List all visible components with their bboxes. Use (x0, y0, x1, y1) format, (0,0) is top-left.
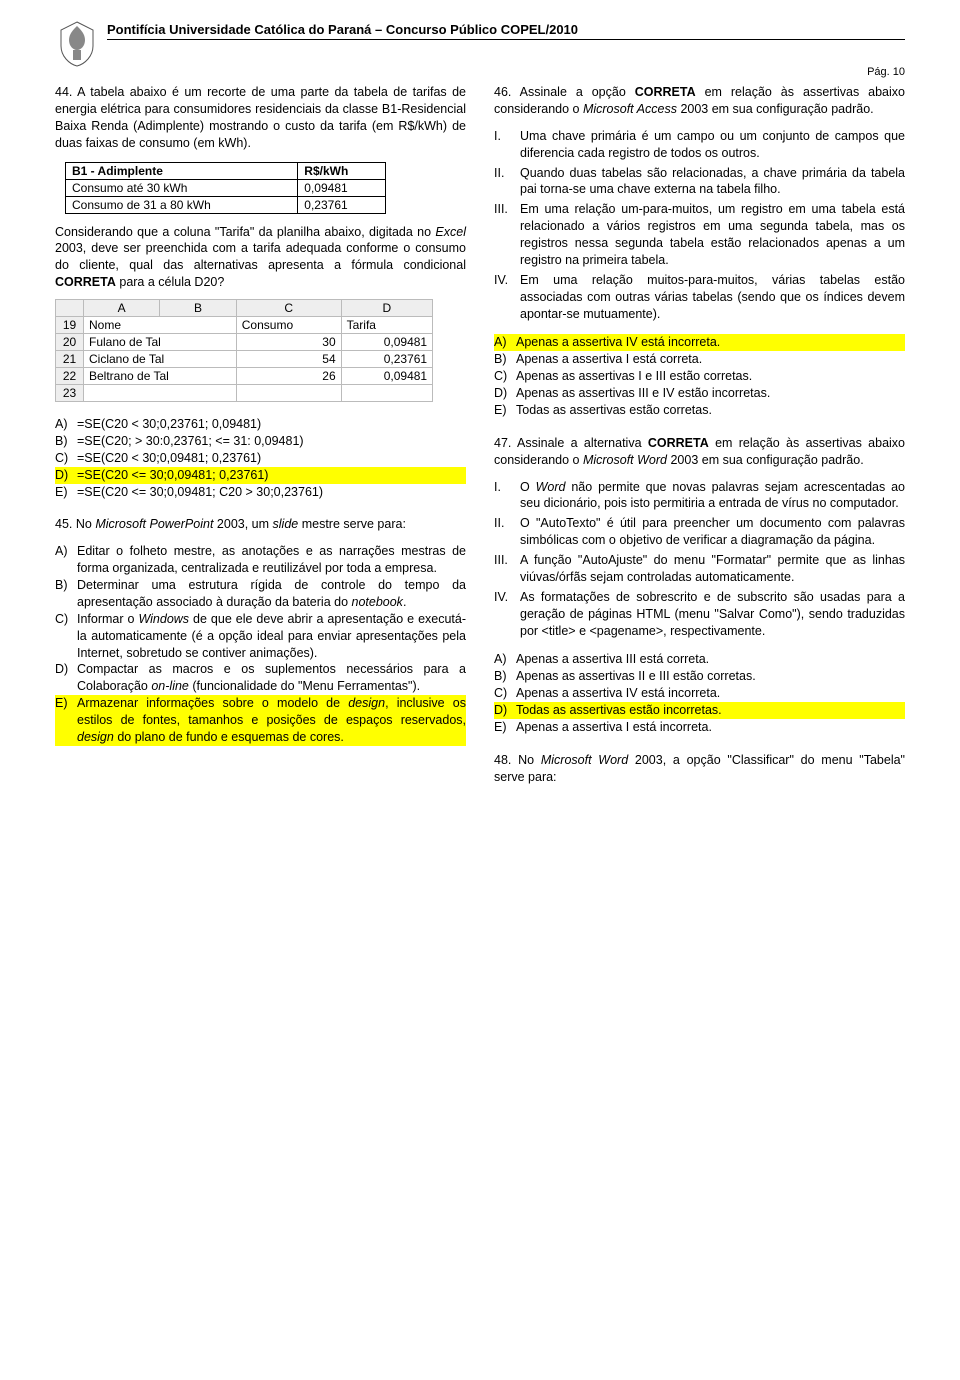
roman-item: IV.Em uma relação muitos-para-muitos, vá… (494, 272, 905, 323)
option-item: C)Informar o Windows de que ele deve abr… (55, 611, 466, 662)
option-item: E)Todas as assertivas estão corretas. (494, 402, 905, 419)
option-item: D)Compactar as macros e os suplementos n… (55, 661, 466, 695)
option-item: A)=SE(C20 < 30;0,23761; 0,09481) (55, 416, 466, 433)
q46-romans: I.Uma chave primária é um campo ou um co… (494, 128, 905, 323)
q47-romans: I.O Word não permite que novas palavras … (494, 479, 905, 640)
table-row: A B C D (56, 300, 433, 317)
roman-item: III.Em uma relação um-para-muitos, um re… (494, 201, 905, 269)
q47-text: 47. Assinale a alternativa CORRETA em re… (494, 435, 905, 469)
excel-hC: C (236, 300, 341, 317)
roman-item: IV.As formatações de sobrescrito e de su… (494, 589, 905, 640)
roman-item: II.O "AutoTexto" é útil para preencher u… (494, 515, 905, 549)
table-row: 22 Beltrano de Tal 26 0,09481 (56, 368, 433, 385)
header-text: Pontifícia Universidade Católica do Para… (107, 20, 905, 42)
q44-text2: Considerando que a coluna "Tarifa" da pl… (55, 224, 466, 292)
b1-r1c1: Consumo até 30 kWh (66, 179, 298, 196)
table-row: 20 Fulano de Tal 30 0,09481 (56, 334, 433, 351)
question-47: 47. Assinale a alternativa CORRETA em re… (494, 435, 905, 736)
q48-text: 48. No Microsoft Word 2003, a opção "Cla… (494, 752, 905, 786)
b1-r1c2: 0,09481 (298, 179, 385, 196)
option-item: C)Apenas as assertivas I e III estão cor… (494, 368, 905, 385)
option-item: A)Apenas a assertiva III está correta. (494, 651, 905, 668)
excel-hD: D (341, 300, 432, 317)
q45-options: A)Editar o folheto mestre, as anotações … (55, 543, 466, 746)
roman-item: II.Quando duas tabelas são relacionadas,… (494, 165, 905, 199)
option-item-correct: D)Todas as assertivas estão incorretas. (494, 702, 905, 719)
columns-container: 44. A tabela abaixo é um recorte de uma … (55, 84, 905, 802)
university-logo (55, 20, 99, 68)
option-item: B)Apenas as assertivas II e III estão co… (494, 668, 905, 685)
table-row: 23 (56, 385, 433, 402)
option-item: C)=SE(C20 < 30;0,09481; 0,23761) (55, 450, 466, 467)
excel-hA: A (84, 300, 160, 317)
header: Pontifícia Universidade Católica do Para… (55, 20, 905, 68)
roman-item: I.O Word não permite que novas palavras … (494, 479, 905, 513)
table-row: 19 Nome Consumo Tarifa (56, 317, 433, 334)
page: Pontifícia Universidade Católica do Para… (0, 0, 960, 822)
b1-r2c2: 0,23761 (298, 196, 385, 213)
option-item: E)=SE(C20 <= 30;0,09481; C20 > 30;0,2376… (55, 484, 466, 501)
excel-h0 (56, 300, 84, 317)
option-item-correct: D)=SE(C20 <= 30;0,09481; 0,23761) (55, 467, 466, 484)
option-item: C)Apenas a assertiva IV está incorreta. (494, 685, 905, 702)
right-column: 46. Assinale a opção CORRETA em relação … (494, 84, 905, 802)
option-item: A)Editar o folheto mestre, as anotações … (55, 543, 466, 577)
option-item: B)Apenas a assertiva I está correta. (494, 351, 905, 368)
left-column: 44. A tabela abaixo é um recorte de uma … (55, 84, 466, 802)
option-item: B)=SE(C20; > 30:0,23761; <= 31: 0,09481) (55, 433, 466, 450)
roman-item: I.Uma chave primária é um campo ou um co… (494, 128, 905, 162)
option-item-correct: E)Armazenar informações sobre o modelo d… (55, 695, 466, 746)
option-item: B)Determinar uma estrutura rígida de con… (55, 577, 466, 611)
question-48: 48. No Microsoft Word 2003, a opção "Cla… (494, 752, 905, 786)
header-title: Pontifícia Universidade Católica do Para… (107, 22, 905, 37)
q46-text: 46. Assinale a opção CORRETA em relação … (494, 84, 905, 118)
q45-text: 45. No Microsoft PowerPoint 2003, um sli… (55, 516, 466, 533)
table-row: 21 Ciclano de Tal 54 0,23761 (56, 351, 433, 368)
question-44: 44. A tabela abaixo é um recorte de uma … (55, 84, 466, 500)
header-divider (107, 39, 905, 40)
question-46: 46. Assinale a opção CORRETA em relação … (494, 84, 905, 419)
roman-item: III.A função "AutoAjuste" do menu "Forma… (494, 552, 905, 586)
q44-body: A tabela abaixo é um recorte de uma part… (55, 85, 466, 150)
b1-r2c1: Consumo de 31 a 80 kWh (66, 196, 298, 213)
excel-table: A B C D 19 Nome Consumo Tarifa 20 Fulano… (55, 299, 433, 402)
q44-options: A)=SE(C20 < 30;0,23761; 0,09481) B)=SE(C… (55, 416, 466, 500)
table-row: Consumo de 31 a 80 kWh 0,23761 (66, 196, 386, 213)
excel-hB: B (160, 300, 236, 317)
b1-table: B1 - Adimplente R$/kWh Consumo até 30 kW… (65, 162, 386, 214)
q47-options: A)Apenas a assertiva III está correta. B… (494, 651, 905, 735)
b1-h2: R$/kWh (298, 162, 385, 179)
b1-h1: B1 - Adimplente (66, 162, 298, 179)
question-45: 45. No Microsoft PowerPoint 2003, um sli… (55, 516, 466, 745)
option-item: E)Apenas a assertiva I está incorreta. (494, 719, 905, 736)
q44-num: 44. (55, 85, 72, 99)
q44-text: 44. A tabela abaixo é um recorte de uma … (55, 84, 466, 152)
q46-options: A)Apenas a assertiva IV está incorreta. … (494, 334, 905, 418)
option-item: D)Apenas as assertivas III e IV estão in… (494, 385, 905, 402)
page-number: Pág. 10 (55, 66, 905, 78)
table-row: B1 - Adimplente R$/kWh (66, 162, 386, 179)
table-row: Consumo até 30 kWh 0,09481 (66, 179, 386, 196)
option-item-correct: A)Apenas a assertiva IV está incorreta. (494, 334, 905, 351)
